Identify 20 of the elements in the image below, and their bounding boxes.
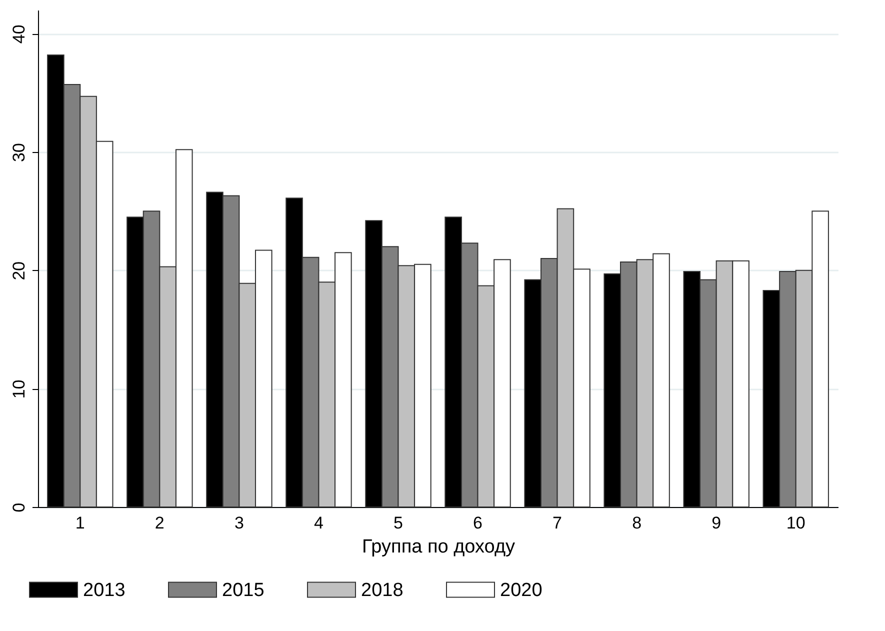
x-tick-label: 6 (473, 514, 482, 532)
x-tick-label: 5 (394, 514, 403, 532)
legend-label: 2018 (361, 580, 404, 601)
x-tick-label: 4 (314, 514, 324, 532)
x-tick-label: 1 (75, 514, 85, 532)
x-tick-label: 10 (786, 514, 806, 532)
y-tick-label: 40 (10, 24, 28, 44)
y-tick-label: 20 (10, 261, 28, 280)
x-tick-label: 3 (234, 514, 244, 532)
x-tick-label: 9 (712, 514, 722, 532)
legend-label: 2015 (222, 580, 264, 601)
legend-label: 2020 (500, 580, 542, 601)
legend-label: 2013 (83, 580, 126, 601)
x-axis-title: Группа по доходу (362, 536, 516, 558)
x-tick-label: 8 (632, 514, 642, 532)
x-tick-label: 2 (154, 514, 164, 532)
y-tick-label: 10 (10, 380, 28, 399)
y-tick-label: 0 (10, 502, 28, 512)
x-tick-label: 7 (552, 514, 562, 532)
y-tick-label: 30 (10, 143, 28, 162)
